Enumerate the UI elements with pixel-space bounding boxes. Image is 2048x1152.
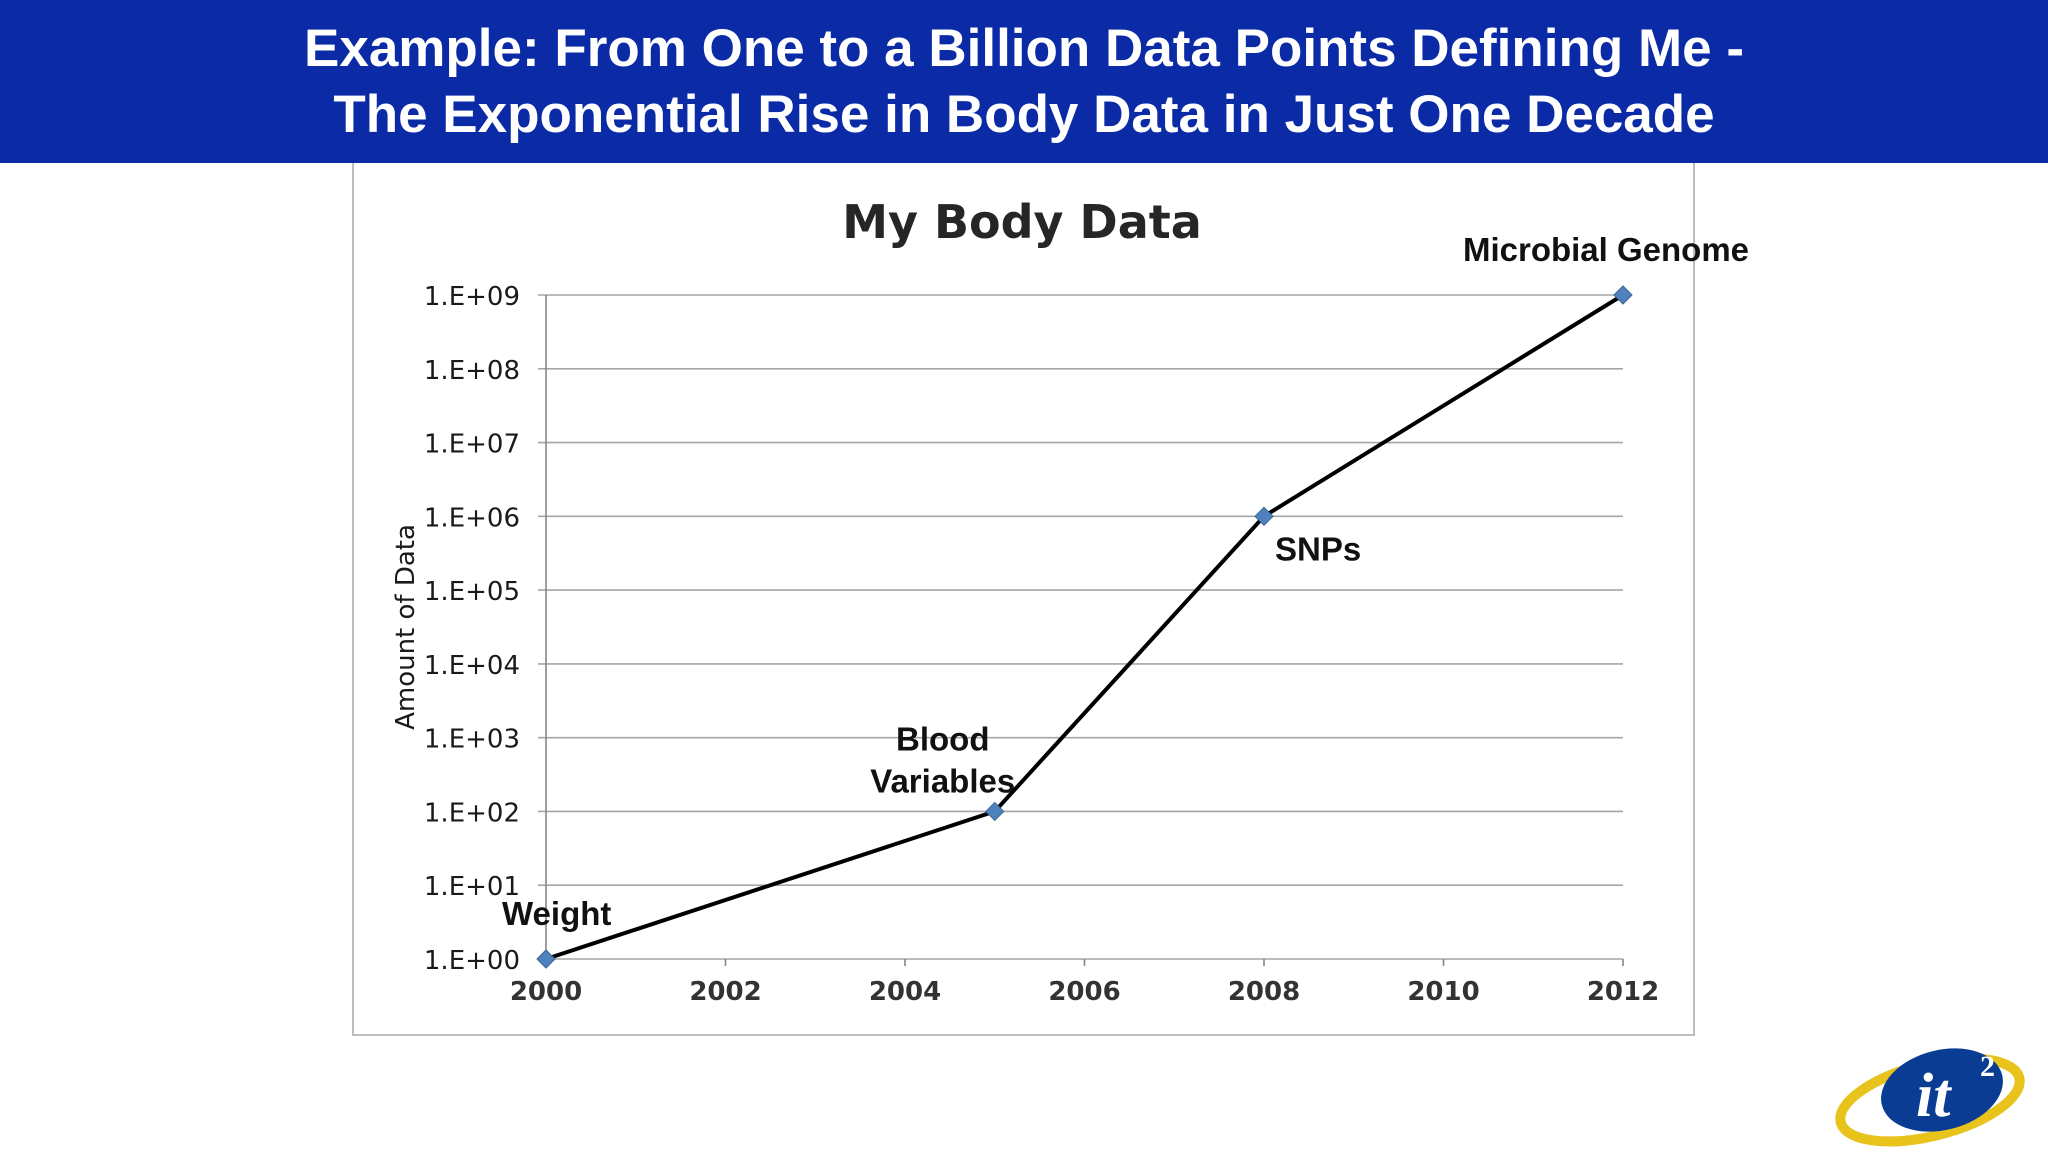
slide-title-line-1: Example: From One to a Billion Data Poin… <box>304 18 1744 78</box>
y-tick-label: 1.E+06 <box>424 503 520 533</box>
data-point-marker <box>1254 506 1274 527</box>
slide-title-line-2: The Exponential Rise in Body Data in Jus… <box>333 84 1715 144</box>
chart-title: My Body Data <box>842 195 1202 249</box>
it2-logo: it 2 <box>1835 1048 2025 1147</box>
title-banner: Example: From One to a Billion Data Poin… <box>0 0 2048 163</box>
x-tick-label: 2002 <box>689 977 761 1007</box>
x-tick-label: 2006 <box>1048 977 1120 1007</box>
y-tick-label: 1.E+09 <box>424 282 520 312</box>
data-point-marker <box>985 801 1005 822</box>
logo-superscript: 2 <box>1980 1050 1995 1083</box>
x-tick-label: 2000 <box>510 977 582 1007</box>
y-tick-label: 1.E+01 <box>424 872 520 902</box>
logo-text: it <box>1916 1062 1952 1130</box>
data-point-marker <box>1613 285 1633 305</box>
chart-frame <box>352 163 1695 1036</box>
x-tick-label: 2010 <box>1407 977 1479 1007</box>
y-tick-label: 1.E+08 <box>424 356 520 386</box>
data-point-label: Microbial Genome <box>1463 231 1749 268</box>
y-tick-label: 1.E+03 <box>424 725 520 755</box>
y-tick-label: 1.E+05 <box>424 577 520 607</box>
data-point-marker <box>536 949 556 969</box>
series-line <box>545 293 1625 961</box>
x-tick-label: 2008 <box>1228 977 1300 1007</box>
y-tick-label: 1.E+07 <box>424 430 520 460</box>
data-point-label: Blood <box>896 720 989 757</box>
y-axis-label: Amount of Data <box>391 524 421 730</box>
y-tick-label: 1.E+00 <box>424 946 520 976</box>
data-point-label: SNPs <box>1275 530 1361 567</box>
data-point-label: Variables <box>870 762 1015 799</box>
y-tick-label: 1.E+02 <box>424 798 520 828</box>
x-tick-label: 2012 <box>1587 977 1659 1007</box>
x-tick-label: 2004 <box>869 977 941 1007</box>
data-point-label: Weight <box>502 895 611 932</box>
y-tick-label: 1.E+04 <box>424 651 520 681</box>
